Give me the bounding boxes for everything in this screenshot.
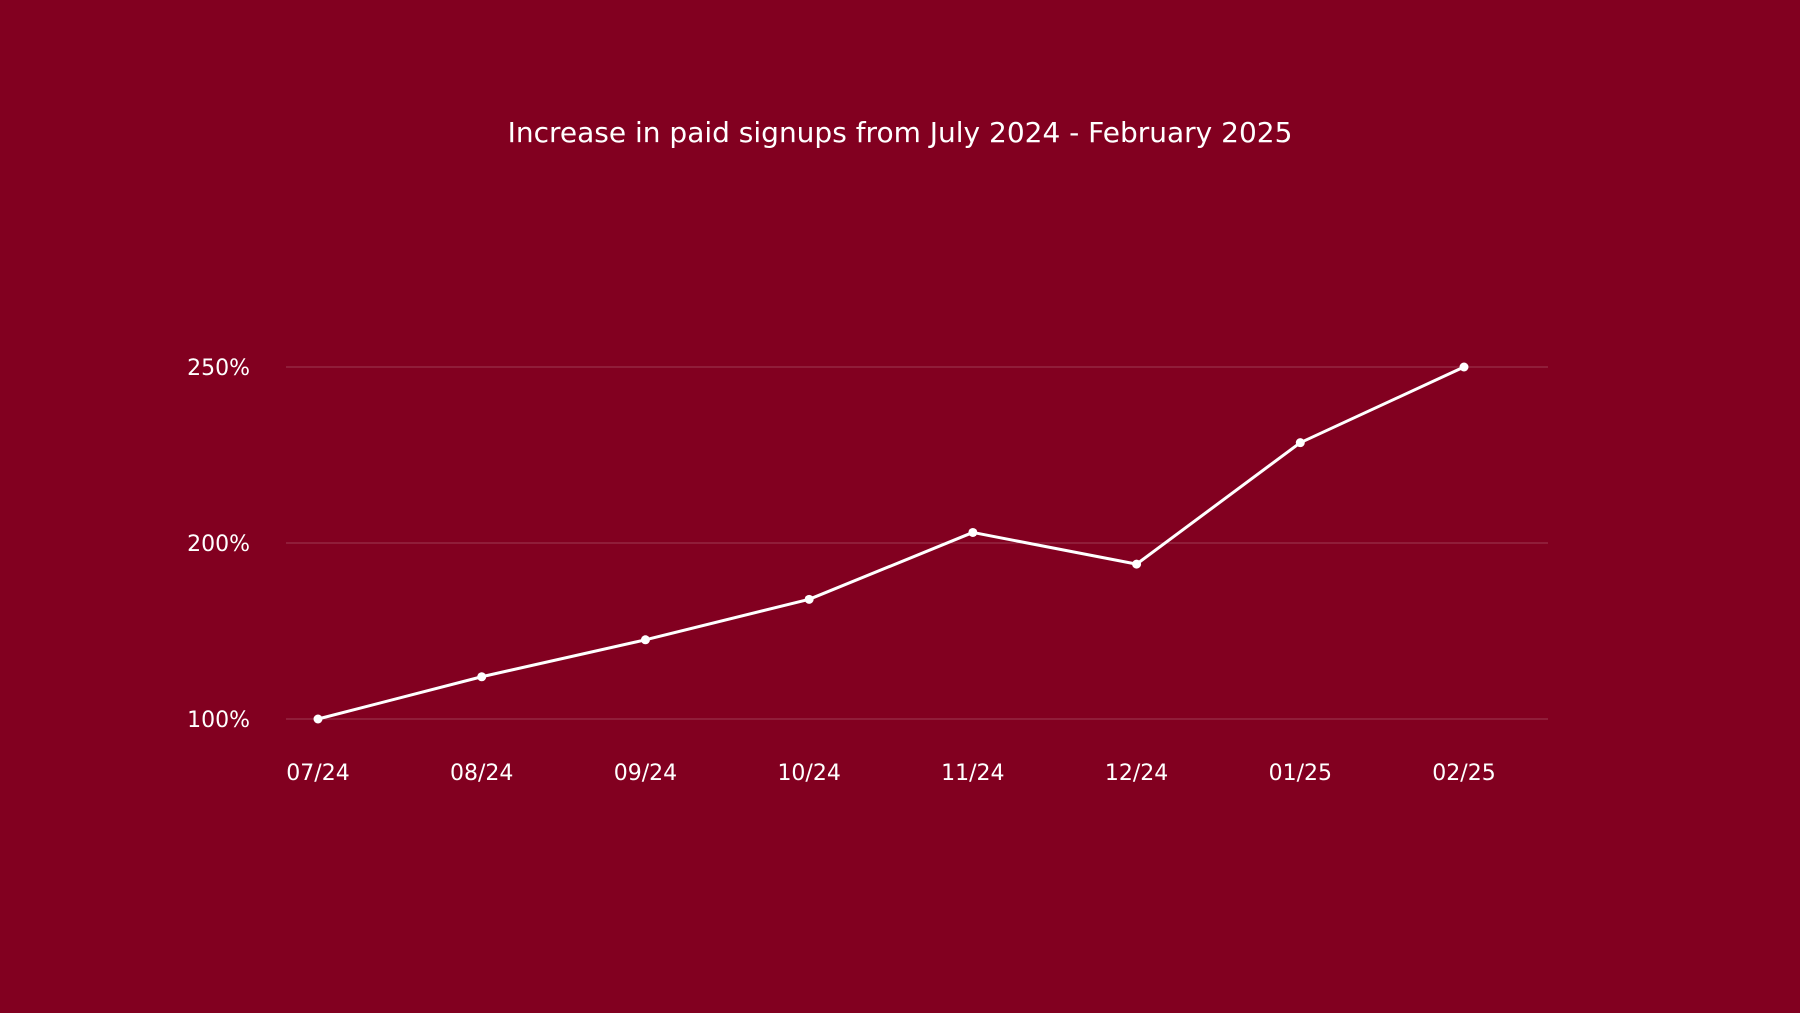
data-point[interactable] bbox=[968, 527, 978, 537]
y-axis-tick-labels: 100% 200% 250% bbox=[187, 356, 250, 733]
x-tick-label: 10/24 bbox=[777, 761, 840, 786]
data-point[interactable] bbox=[804, 594, 814, 604]
gridlines bbox=[286, 366, 1548, 720]
x-tick-label: 07/24 bbox=[286, 761, 349, 786]
data-point[interactable] bbox=[640, 635, 650, 645]
x-tick-label: 12/24 bbox=[1105, 761, 1168, 786]
y-tick-label: 200% bbox=[187, 532, 250, 557]
x-tick-label: 02/25 bbox=[1432, 761, 1495, 786]
series-line-0 bbox=[317, 365, 1465, 721]
x-tick-label: 09/24 bbox=[614, 761, 677, 786]
data-point[interactable] bbox=[1295, 438, 1305, 448]
chart-title: Increase in paid signups from July 2024 … bbox=[507, 116, 1293, 149]
x-tick-label: 11/24 bbox=[941, 761, 1004, 786]
data-point[interactable] bbox=[1132, 559, 1142, 569]
x-axis-tick-labels: 07/24 08/24 09/24 10/24 11/24 12/24 01/25 02/25 bbox=[286, 761, 1495, 786]
data-point[interactable] bbox=[313, 714, 323, 724]
data-point[interactable] bbox=[477, 672, 487, 682]
x-tick-label: 01/25 bbox=[1269, 761, 1332, 786]
x-tick-label: 08/24 bbox=[450, 761, 513, 786]
y-tick-label: 250% bbox=[187, 356, 250, 381]
data-point[interactable] bbox=[1459, 362, 1469, 372]
series-layer bbox=[313, 362, 1469, 724]
y-tick-label: 100% bbox=[187, 708, 250, 733]
